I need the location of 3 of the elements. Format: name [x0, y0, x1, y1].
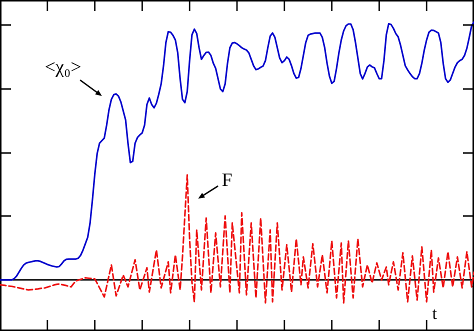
- annotation: F: [222, 170, 232, 192]
- annotation: <χ₀>: [44, 56, 82, 78]
- x-axis-title: t: [432, 304, 438, 323]
